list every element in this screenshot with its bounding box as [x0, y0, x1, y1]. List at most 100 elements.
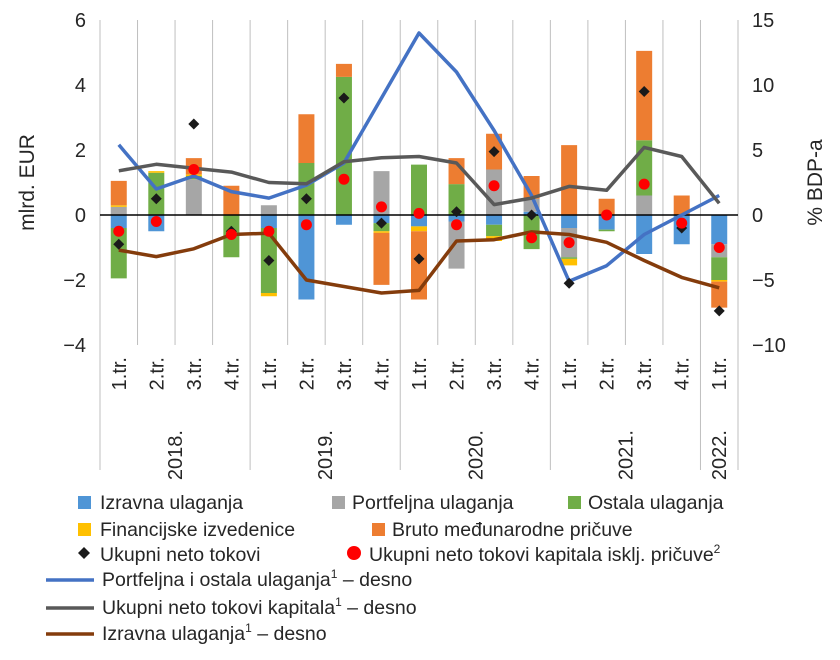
right-tick-label: 10 [752, 75, 774, 97]
right-tick-label: −5 [752, 270, 775, 292]
bar-segment [110, 205, 127, 207]
net-capital-flow-marker [150, 216, 162, 227]
total-net-flow-marker [375, 217, 387, 229]
left-axis-ticks: −4 −2 0 2 4 6 [63, 10, 86, 357]
net-capital-flow-marker [563, 237, 575, 249]
year-label: 2020. [465, 430, 487, 480]
legend-label: Ukupni neto tokovi kapitala1 – desno [102, 595, 417, 619]
year-label: 2019. [315, 430, 337, 480]
bar-segment [711, 257, 728, 280]
bar-segment [185, 179, 202, 215]
bar-segment [598, 198, 615, 215]
year-label: 2018. [165, 430, 187, 480]
bar-segment [561, 257, 578, 259]
total-net-flow-marker [188, 118, 200, 130]
left-tick-label: 2 [75, 140, 86, 162]
total-net-flow-marker [300, 193, 312, 205]
net-capital-flow-marker [225, 229, 237, 240]
right-tick-label: 5 [752, 140, 763, 162]
quarter-label: 3.tr. [334, 357, 356, 390]
total-net-flow-marker [113, 238, 125, 250]
bar-segment [448, 158, 465, 185]
net-capital-flow-marker [338, 173, 350, 185]
year-label: 2021. [615, 430, 637, 480]
quarter-label: 3.tr. [484, 357, 506, 390]
bar-segment [260, 293, 277, 297]
legend-swatch [347, 546, 361, 560]
bar-segment [448, 221, 465, 269]
quarter-label: 2.tr. [447, 357, 469, 390]
left-tick-label: −4 [63, 335, 86, 357]
total-net-flow-marker [638, 86, 650, 97]
bar-segment [335, 63, 352, 77]
net-capital-flow-marker [113, 225, 125, 237]
left-tick-label: 0 [75, 205, 86, 227]
line-series-1 [117, 31, 721, 284]
legend-label: Portfeljna ulaganja [352, 492, 514, 514]
line-series-3 [118, 230, 720, 295]
legend-label: Portfeljna i ostala ulaganja1 – desno [102, 567, 412, 591]
bar-segment [636, 195, 653, 215]
bar-segment [110, 228, 127, 279]
quarter-label: 1.tr. [259, 357, 281, 390]
line-series-2 [118, 145, 721, 207]
quarter-label: 2.tr. [597, 357, 619, 390]
bar-segment [411, 226, 427, 232]
legend-label: Financijske izvedenice [100, 519, 295, 541]
quarter-label: 4.tr. [522, 357, 544, 390]
marker-layer [113, 86, 725, 317]
net-capital-flow-marker [526, 232, 538, 244]
net-capital-flow-marker [375, 201, 387, 213]
year-label: 2022. [709, 430, 731, 480]
bar-segment [411, 164, 427, 215]
legend: Izravna ulaganja Portfeljna ulaganja Ostal… [46, 492, 724, 645]
quarter-label: 4.tr. [672, 357, 694, 390]
total-net-flow-marker [338, 92, 350, 104]
total-net-flow-marker [713, 305, 725, 317]
net-capital-flow-marker [451, 219, 463, 231]
right-tick-label: 0 [752, 205, 763, 227]
net-capital-flow-marker [601, 209, 613, 221]
bar-segment [110, 180, 127, 206]
bar-segment [561, 258, 578, 266]
bar-segment [561, 145, 578, 215]
bar-segment [561, 215, 578, 228]
bar-segment [486, 224, 503, 237]
legend-swatch [372, 523, 385, 536]
legend-swatch [568, 496, 581, 509]
category-labels: 1.tr. 2.tr. 3.tr. 4.tr. 1.tr. 2.tr. 3.tr. 4.tr.… [109, 357, 731, 480]
bar-segment [260, 205, 277, 215]
bar-segment [298, 114, 315, 163]
bar-segment [673, 195, 690, 215]
legend-label: Izravna ulaganja [100, 492, 243, 514]
left-tick-label: 6 [75, 10, 86, 32]
left-axis-title: mlrd. EUR [16, 134, 39, 231]
total-net-flow-marker [150, 193, 162, 205]
left-tick-label: −2 [63, 270, 86, 292]
right-axis-ticks: −10 −5 0 5 10 15 [752, 10, 786, 357]
quarter-label: 1.tr. [109, 357, 131, 390]
bar-segment [110, 215, 127, 228]
quarter-label: 3.tr. [184, 357, 206, 390]
bar-segment [523, 176, 540, 199]
bar-segment [335, 215, 352, 225]
quarter-label: 1.tr. [409, 357, 431, 390]
quarter-label: 1.tr. [559, 357, 581, 390]
right-axis-title: % BDP-a [804, 139, 827, 226]
legend-swatch [78, 496, 91, 509]
quarter-label: 2.tr. [146, 357, 168, 390]
quarter-label: 3.tr. [634, 357, 656, 390]
net-capital-flow-marker [638, 178, 650, 190]
quarter-label: 2.tr. [296, 357, 318, 390]
right-tick-label: 15 [752, 10, 774, 32]
total-net-flow-marker [451, 206, 463, 218]
bar-segment [711, 280, 728, 282]
total-net-flow-marker [526, 209, 538, 221]
total-net-flow-marker [263, 255, 275, 266]
bar-segment [298, 163, 315, 215]
legend-label: Ostala ulaganja [588, 492, 724, 514]
quarter-label: 1.tr. [709, 357, 731, 390]
bar-segment [148, 171, 165, 173]
bar-segment [598, 229, 615, 232]
